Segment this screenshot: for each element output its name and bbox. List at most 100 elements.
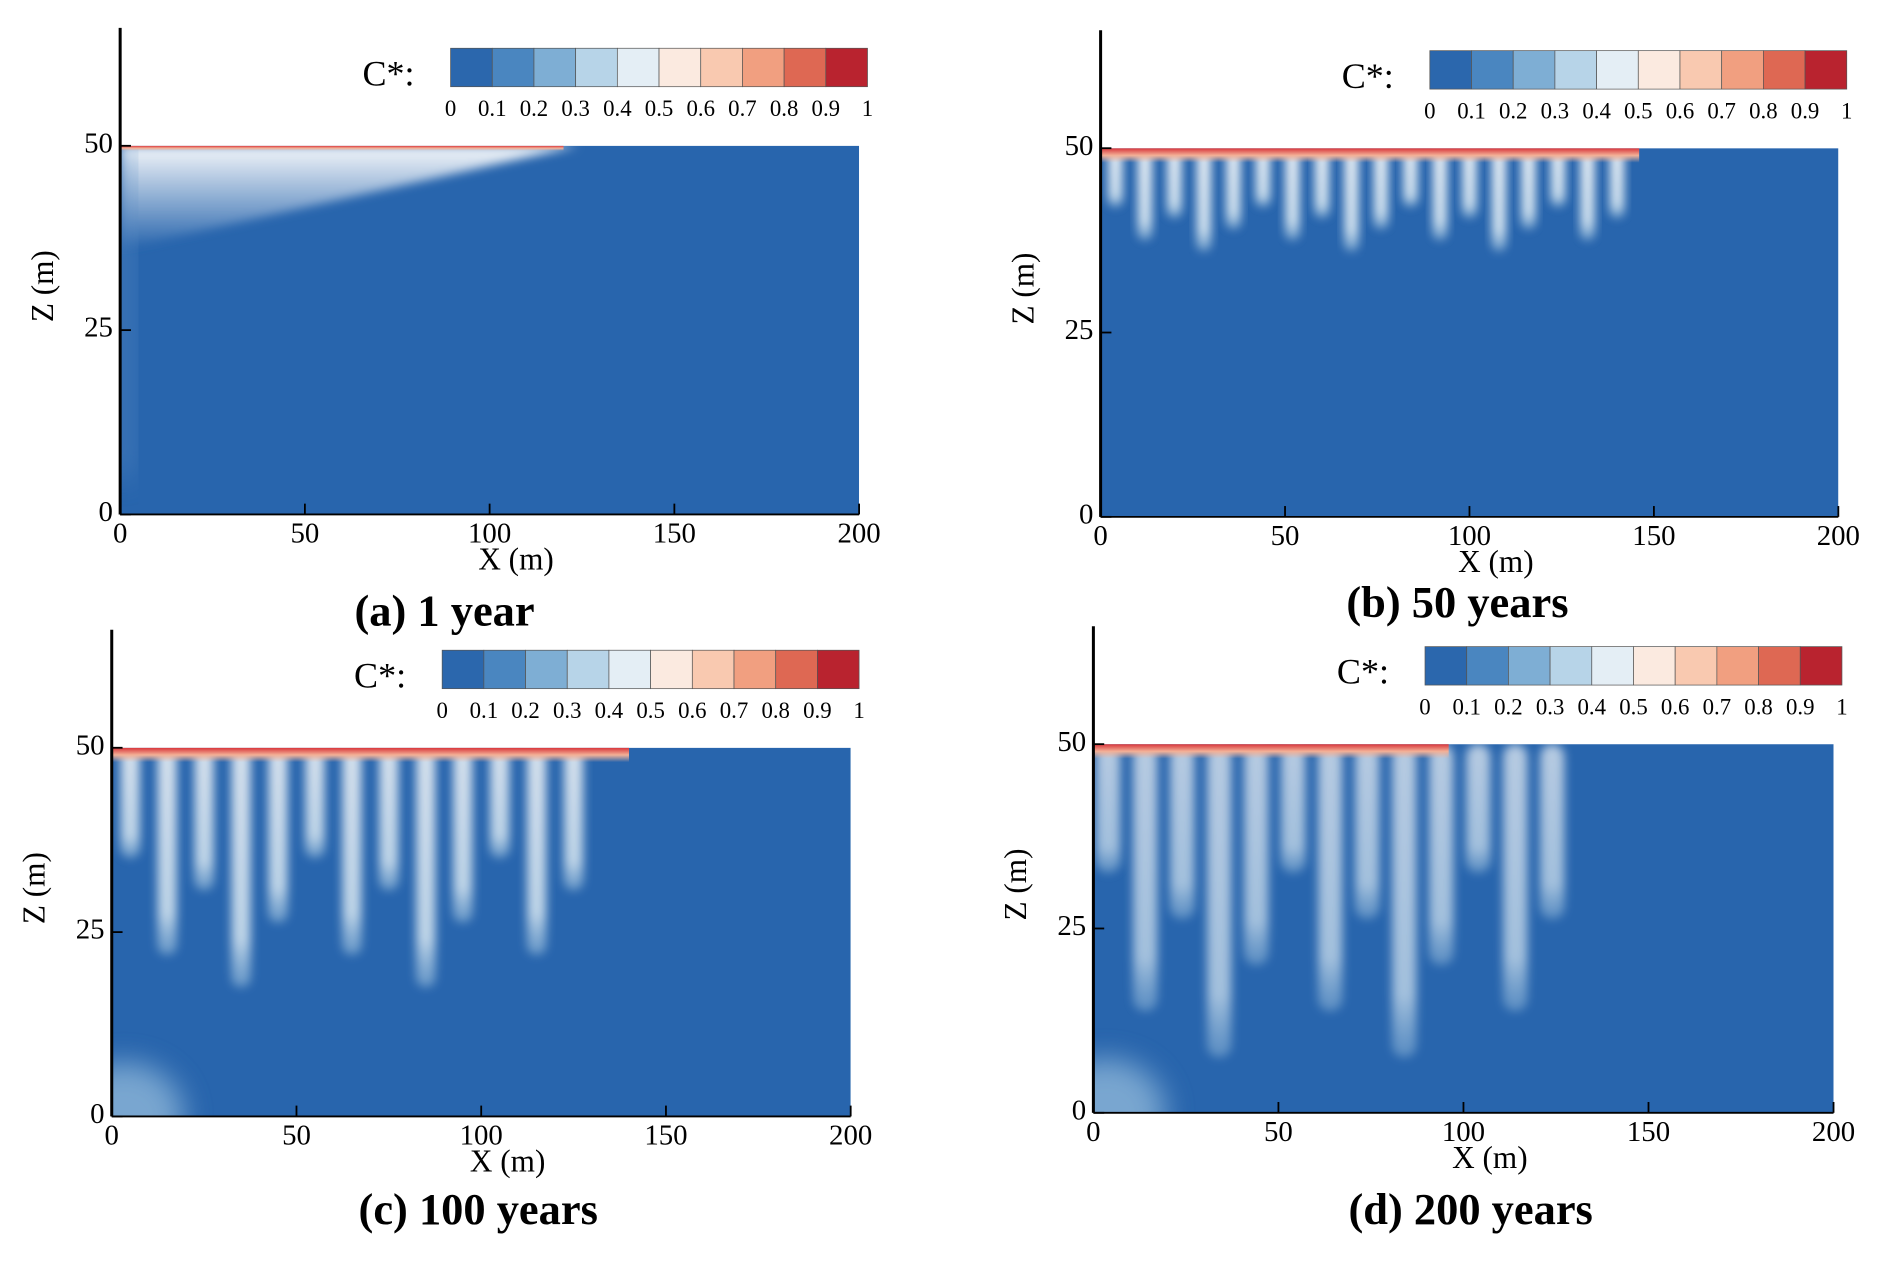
colorbar-segment xyxy=(1716,646,1759,686)
colorbar-segment xyxy=(1549,646,1593,686)
plume xyxy=(1432,148,1448,241)
x-tick-label: 0 xyxy=(113,518,127,550)
y-axis-label: Z (m) xyxy=(25,250,60,322)
x-axis-label: X (m) xyxy=(478,542,553,577)
colorbar-tick-label: 0 xyxy=(1419,694,1430,719)
y-tick-label: 50 xyxy=(1065,130,1094,162)
x-tick-label: 50 xyxy=(290,518,319,550)
y-tick-label: 50 xyxy=(84,127,113,159)
colorbar-segment xyxy=(533,47,577,88)
surface-layer xyxy=(111,747,630,763)
plume xyxy=(1314,148,1330,219)
x-tick-label: 50 xyxy=(1264,1116,1293,1148)
x-tick-label: 100 xyxy=(1448,520,1491,552)
y-tick-label: 0 xyxy=(99,496,113,528)
colorbar-segment xyxy=(1466,646,1509,686)
plume xyxy=(1285,148,1300,241)
colorbar-segment xyxy=(1508,646,1551,686)
colorbar-tick-label: 0.9 xyxy=(1791,98,1820,123)
colorbar-tick-label: 1 xyxy=(853,698,864,723)
x-axis-label: X (m) xyxy=(470,1144,545,1179)
plume xyxy=(1255,148,1271,208)
surface-layer xyxy=(1100,148,1640,163)
colorbar-tick-label: 0.4 xyxy=(1582,98,1611,123)
x-tick-label: 150 xyxy=(1632,520,1675,552)
colorbar-segment xyxy=(1804,50,1848,90)
colorbar-segment xyxy=(1554,50,1597,90)
colorbar-tick-label: 0.4 xyxy=(603,96,632,121)
colorbar-segment xyxy=(650,649,693,690)
x-tick-label: 200 xyxy=(1817,520,1860,552)
y-tick-label: 0 xyxy=(1079,498,1093,530)
x-axis-label: X (m) xyxy=(1452,1140,1527,1175)
y-axis-label: Z (m) xyxy=(16,852,51,924)
x-axis-label: X (m) xyxy=(1458,544,1533,579)
colorbar-tick-label: 0.9 xyxy=(812,96,841,121)
colorbar-tick-label: 1 xyxy=(1841,98,1852,123)
colorbar-tick-label: 0.1 xyxy=(1457,98,1486,123)
colorbar-tick-label: 0.7 xyxy=(728,96,757,121)
colorbar-tick-label: 0 xyxy=(436,698,447,723)
field-bg xyxy=(1093,744,1834,1113)
colorbar-segment xyxy=(1674,646,1718,686)
plume xyxy=(563,747,584,891)
x-tick-label: 0 xyxy=(105,1120,119,1152)
colorbar-tick-label: 0.6 xyxy=(1666,98,1695,123)
panel: 0 50 100 150 200 0 25 50 X (m) Z (m) 0 0.1 0.2 0.3 0.4… xyxy=(25,27,881,636)
colorbar-tick-label: 0.9 xyxy=(803,698,832,723)
plume xyxy=(1137,148,1153,241)
plume xyxy=(1580,148,1595,241)
colorbar-segment xyxy=(775,649,818,690)
y-tick-label: 0 xyxy=(90,1098,104,1130)
plume xyxy=(157,747,177,956)
colorbar-tick-label: 0.5 xyxy=(1624,98,1653,123)
x-tick-label: 100 xyxy=(1442,1116,1485,1148)
plume xyxy=(1281,744,1306,874)
colorbar-tick-label: 0 xyxy=(1424,98,1435,123)
plume xyxy=(1503,744,1528,1012)
colorbar-tick-label: 0.7 xyxy=(1707,98,1736,123)
plume xyxy=(1196,148,1212,252)
colorbar-tick-label: 0.2 xyxy=(520,96,549,121)
plume xyxy=(1491,148,1507,252)
plume xyxy=(231,747,251,988)
colorbar-segment xyxy=(1679,50,1723,90)
colorbar-tick-label: 0.3 xyxy=(1536,694,1565,719)
colorbar-segment xyxy=(525,649,568,690)
panel-caption: (b) 50 years xyxy=(1346,577,1568,627)
colorbar-segment xyxy=(1591,646,1634,686)
colorbar-segment xyxy=(825,47,868,88)
colorbar-tick-label: 1 xyxy=(1836,694,1847,719)
panel-caption: (c) 100 years xyxy=(359,1184,598,1234)
plume xyxy=(1096,744,1121,874)
x-tick-label: 50 xyxy=(1271,520,1300,552)
plume xyxy=(1226,148,1241,230)
plume xyxy=(120,747,140,859)
colorbar-tick-label: 0.3 xyxy=(553,698,582,723)
colorbar-segment xyxy=(733,649,777,690)
plume xyxy=(1462,148,1477,219)
field xyxy=(1100,148,1839,517)
colorbar-segment xyxy=(1471,50,1514,90)
plume xyxy=(1540,744,1565,920)
colorbar-tick-label: 0.9 xyxy=(1786,694,1815,719)
y-axis-label: Z (m) xyxy=(1005,253,1040,325)
x-tick-label: 0 xyxy=(1086,1116,1100,1148)
y-tick-label: 50 xyxy=(1057,726,1086,758)
colorbar-label: C*: xyxy=(354,655,406,695)
plume xyxy=(1429,744,1454,966)
panel-caption: (a) 1 year xyxy=(354,586,534,636)
plume xyxy=(342,747,362,956)
x-tick-label: 150 xyxy=(644,1120,687,1152)
colorbar-segment xyxy=(608,649,651,690)
surface-layer xyxy=(1093,744,1449,759)
colorbar-tick-label: 0.2 xyxy=(1499,98,1528,123)
colorbar-tick-label: 0.1 xyxy=(478,96,507,121)
x-tick-label: 0 xyxy=(1093,520,1107,552)
colorbar-tick-label: 0.5 xyxy=(636,698,665,723)
colorbar-tick-label: 0.2 xyxy=(511,698,540,723)
colorbar-segment xyxy=(1763,50,1806,90)
plume xyxy=(1170,744,1195,920)
plume xyxy=(1373,148,1389,230)
